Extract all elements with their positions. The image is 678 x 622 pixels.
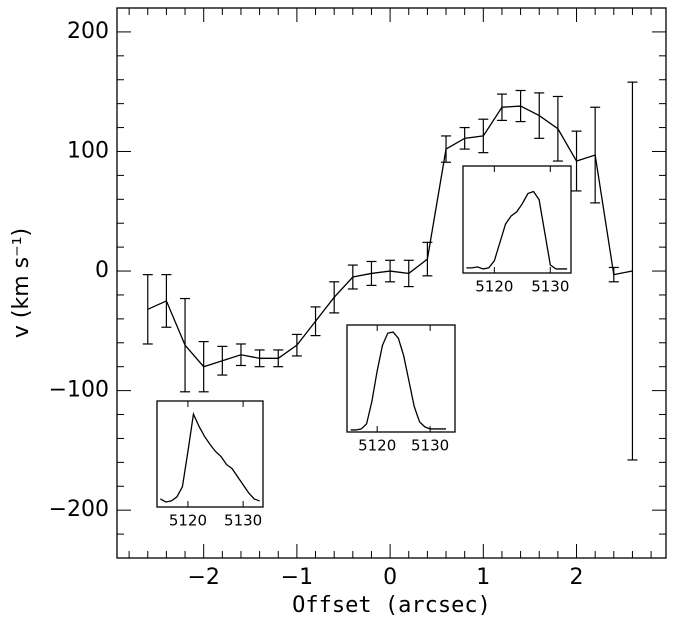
y-axis-label: v (km s⁻¹) xyxy=(9,228,34,338)
y-tick-label: −200 xyxy=(49,497,109,522)
x-tick-label: −2 xyxy=(187,565,219,590)
spectrum-line xyxy=(160,411,260,503)
inset-frame xyxy=(156,400,264,508)
x-tick-label: −1 xyxy=(281,565,313,590)
x-tick-label: 5130 xyxy=(411,437,449,455)
spectrum-line xyxy=(466,190,568,270)
x-tick-label: 5120 xyxy=(475,278,513,296)
x-tick-label: 5130 xyxy=(531,278,569,296)
x-tick-label: 5120 xyxy=(169,512,207,530)
y-tick-label: −100 xyxy=(49,378,109,403)
spectrum-line xyxy=(350,331,446,431)
y-tick-label: 0 xyxy=(95,258,109,283)
inset-frame xyxy=(462,165,572,274)
x-tick-label: 0 xyxy=(383,565,397,590)
y-tick-label: 200 xyxy=(67,19,109,44)
inset-frame xyxy=(346,324,456,433)
x-tick-label: 1 xyxy=(476,565,490,590)
y-tick-label: 100 xyxy=(67,138,109,163)
x-tick-label: 5130 xyxy=(224,512,262,530)
x-axis-label: Offset (arcsec) xyxy=(292,593,491,618)
x-tick-label: 2 xyxy=(570,565,584,590)
x-tick-label: 5120 xyxy=(358,437,396,455)
